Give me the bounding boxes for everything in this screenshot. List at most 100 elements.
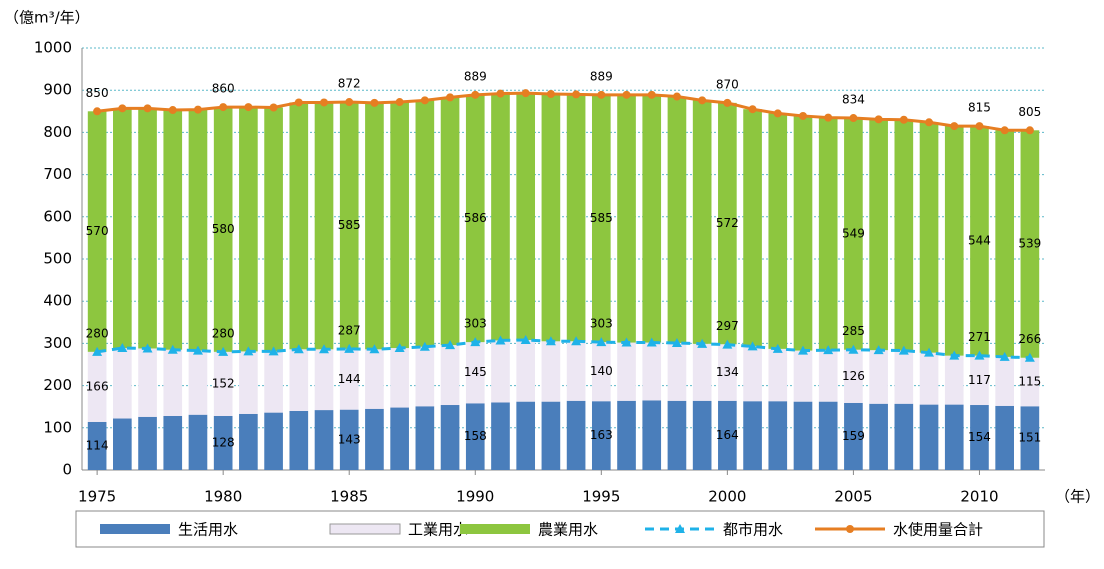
bar-segment (995, 405, 1014, 470)
x-tick-label: 1995 (582, 488, 620, 506)
line-marker (798, 111, 807, 120)
data-label: 271 (968, 330, 991, 344)
bar-segment (415, 100, 435, 347)
data-label: 539 (1018, 237, 1041, 251)
line-marker (369, 344, 380, 354)
bar-segment (894, 403, 914, 470)
data-label: 285 (842, 324, 865, 338)
bar-segment (818, 401, 838, 470)
line-marker (647, 90, 656, 99)
line-marker (1024, 352, 1035, 362)
bar-segment (768, 401, 788, 470)
data-label: 145 (464, 365, 487, 379)
data-label: 115 (1018, 375, 1041, 389)
legend-label: 生活用水 (178, 521, 238, 539)
data-label: 815 (968, 101, 991, 115)
bar-segment (642, 400, 662, 470)
bar-segment (415, 346, 435, 407)
bar-segment (188, 414, 208, 470)
bar-segment (365, 102, 384, 350)
bar-segment (440, 97, 460, 346)
data-label: 158 (464, 429, 487, 443)
line-marker (874, 115, 883, 124)
data-label: 570 (86, 224, 109, 238)
line-marker (520, 335, 531, 345)
line-marker (546, 89, 555, 98)
line-marker (849, 114, 858, 123)
line-marker (949, 350, 960, 360)
data-label: 585 (338, 218, 361, 232)
bar-segment (566, 94, 586, 342)
bar-segment (591, 401, 611, 470)
x-tick-label: 2000 (708, 488, 746, 506)
x-tick-label: 2005 (834, 488, 872, 506)
line-marker (193, 105, 202, 114)
line-marker (797, 345, 808, 355)
line-marker (722, 339, 733, 349)
data-label: 572 (716, 216, 739, 230)
axis-texts: （億m³/年） （年） (4, 9, 1100, 506)
line-marker (925, 118, 934, 127)
legend-label: 水使用量合計 (893, 521, 983, 539)
series-line (96, 91, 1030, 132)
bar-segment (919, 352, 939, 405)
y-tick-label: 600 (43, 207, 72, 225)
bar-segment (163, 110, 183, 350)
bar-segment (465, 94, 485, 343)
bar-segment (188, 109, 208, 351)
bar-segment (869, 119, 888, 351)
bar-segment (339, 102, 359, 349)
line-marker (621, 337, 632, 347)
x-tick-label: 1975 (78, 488, 116, 506)
line-marker (772, 343, 783, 353)
y-tick-label: 700 (43, 165, 72, 183)
bar-segment (314, 410, 334, 470)
line-marker (646, 337, 657, 347)
bar-segment (718, 102, 737, 345)
data-label: 126 (842, 369, 865, 383)
bar-segment (1020, 357, 1040, 407)
legend-swatch (100, 524, 170, 534)
data-label: 280 (86, 326, 109, 340)
bar-segment (617, 342, 636, 401)
data-label: 834 (842, 93, 865, 107)
y-tick-label: 100 (43, 418, 72, 436)
x-tick-label: 1990 (456, 488, 494, 506)
legend-marker (846, 525, 854, 533)
data-label: 860 (212, 82, 235, 96)
y-tick-label: 0 (62, 461, 72, 479)
bar-segment (138, 108, 157, 349)
legend-label: 都市用水 (723, 521, 783, 539)
data-label: 152 (212, 376, 235, 390)
line-marker (394, 343, 405, 353)
bar-segment (239, 413, 258, 470)
x-axis-label: （年） (1055, 488, 1100, 506)
bar-segment (919, 122, 939, 353)
bar-segment (264, 107, 283, 352)
bar-segment (390, 407, 409, 470)
bar-segment (314, 349, 334, 411)
data-label: 128 (212, 435, 235, 449)
line-marker (118, 104, 127, 113)
bar-segment (213, 107, 233, 352)
data-label: 143 (338, 432, 361, 446)
data-label: 114 (86, 438, 109, 452)
line-marker (244, 103, 253, 112)
bar-segment (516, 401, 536, 470)
data-label: 280 (212, 326, 235, 340)
bar-segment (743, 346, 762, 402)
bar-segment (844, 118, 863, 350)
bar-segment (869, 350, 888, 404)
bar-segment (239, 351, 258, 414)
bar-segment (1020, 130, 1040, 358)
bar-segment (87, 421, 107, 470)
line-marker (572, 90, 581, 99)
bar-segment (591, 95, 611, 343)
bar-segment (642, 342, 662, 401)
line-marker (269, 103, 278, 112)
y-tick-label: 800 (43, 123, 72, 141)
line-marker (495, 335, 506, 345)
line-marker (596, 337, 607, 347)
bar-segment (491, 340, 510, 403)
bar-segment (516, 93, 536, 341)
